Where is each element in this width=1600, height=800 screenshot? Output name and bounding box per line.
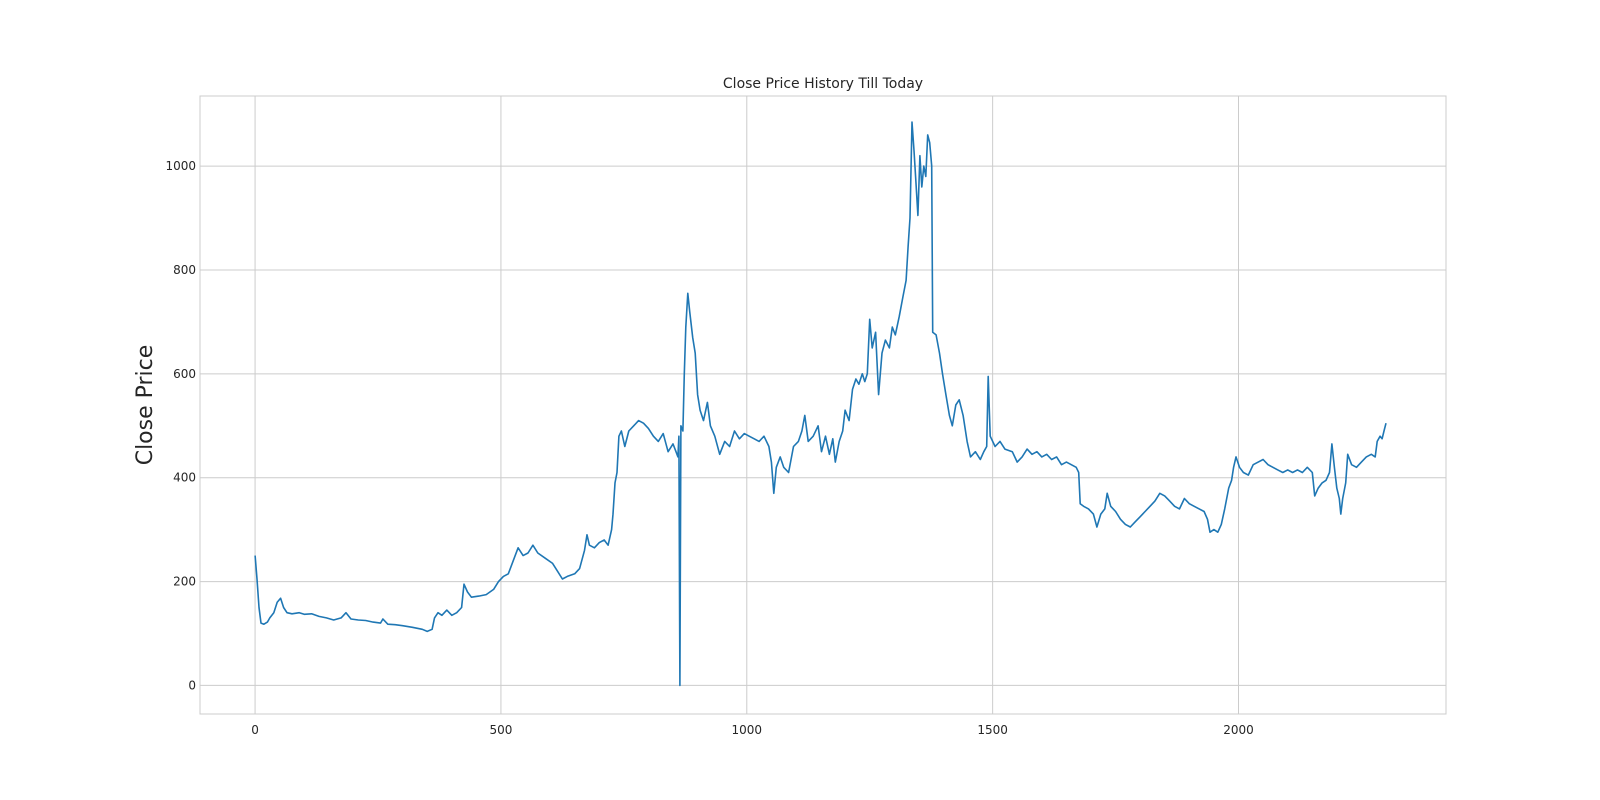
x-tick-label: 1500 [977,723,1008,737]
y-tick-label: 600 [173,367,196,381]
y-tick-labels: 0 200 400 600 800 1000 [165,159,196,692]
y-tick-label: 200 [173,575,196,589]
plot-frame [199,95,1447,715]
series-line-close-price [254,121,1387,687]
y-tick-label: 1000 [165,159,196,173]
x-tick-label: 500 [489,723,512,737]
y-axis-label: Close Price [133,345,158,466]
chart-title: Close Price History Till Today [723,76,923,92]
x-tick-labels: 0 500 1000 1500 2000 [251,723,1254,737]
x-tick-label: 0 [251,723,259,737]
y-tick-label: 800 [173,263,196,277]
y-gridlines [200,165,1446,686]
x-tick-label: 2000 [1223,723,1254,737]
x-gridlines [254,96,1239,714]
x-tick-label: 1000 [732,723,763,737]
y-tick-label: 0 [188,678,196,692]
y-tick-label: 400 [173,471,196,485]
